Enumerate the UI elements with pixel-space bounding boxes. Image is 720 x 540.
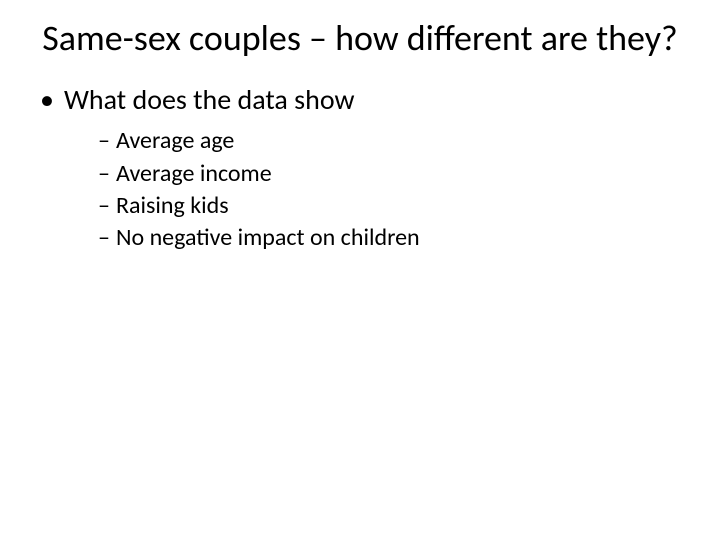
bullet-marker: – bbox=[98, 190, 116, 222]
slide-body: •What does the data show –Average age –A… bbox=[0, 67, 720, 254]
bullet-level2: –Average age bbox=[98, 125, 720, 157]
bullet-level2: –No negative impact on children bbox=[98, 222, 720, 254]
bullet-marker: – bbox=[98, 125, 116, 157]
bullet-marker: – bbox=[98, 158, 116, 190]
bullet-marker: • bbox=[40, 81, 64, 119]
bullet-level2-group: –Average age –Average income –Raising ki… bbox=[40, 125, 720, 255]
bullet-level1: •What does the data show bbox=[40, 81, 720, 119]
bullet-text: No negative impact on children bbox=[116, 223, 420, 252]
bullet-text: What does the data show bbox=[64, 82, 355, 117]
bullet-level2: –Average income bbox=[98, 158, 720, 190]
slide: Same-sex couples – how different are the… bbox=[0, 0, 720, 540]
bullet-text: Average age bbox=[116, 126, 234, 155]
bullet-text: Average income bbox=[116, 159, 272, 188]
bullet-level2: –Raising kids bbox=[98, 190, 720, 222]
bullet-text: Raising kids bbox=[116, 191, 229, 220]
bullet-marker: – bbox=[98, 222, 116, 254]
slide-title: Same-sex couples – how different are the… bbox=[0, 0, 720, 67]
